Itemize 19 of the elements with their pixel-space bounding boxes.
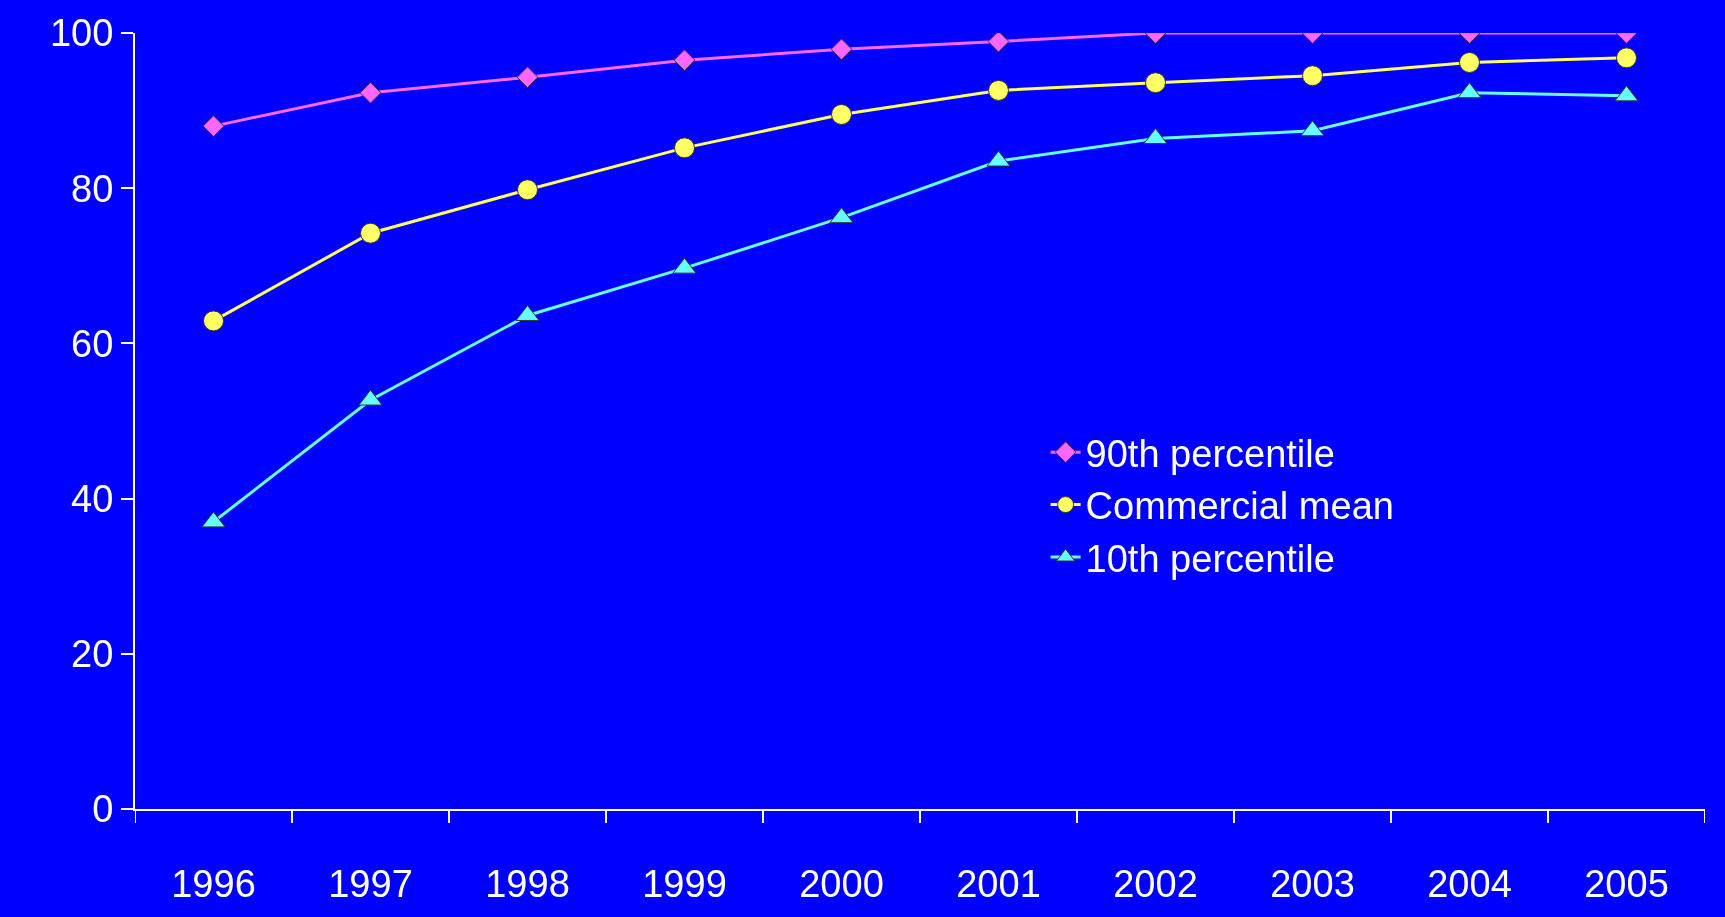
x-tick-label: 1997 <box>328 862 413 905</box>
x-tick-label: 2003 <box>1270 862 1355 905</box>
x-tick-label: 2001 <box>956 862 1041 905</box>
legend-label: 10th percentile <box>1085 537 1335 580</box>
y-tick-label: 40 <box>71 477 114 520</box>
x-tick-label: 2004 <box>1427 862 1512 905</box>
legend-label: Commercial mean <box>1085 485 1394 528</box>
y-tick-label: 20 <box>71 633 114 676</box>
x-tick-label: 2000 <box>799 862 884 905</box>
y-tick-label: 0 <box>92 788 114 831</box>
x-tick-label: 1998 <box>485 862 570 905</box>
legend-label: 90th percentile <box>1085 433 1335 476</box>
x-tick-label: 2002 <box>1113 862 1198 905</box>
x-tick-label: 2005 <box>1584 862 1669 905</box>
x-tick-label: 1999 <box>642 862 727 905</box>
y-tick-label: 80 <box>71 167 114 210</box>
y-tick-label: 100 <box>49 12 114 55</box>
y-tick-label: 60 <box>71 322 114 365</box>
x-tick-label: 1996 <box>171 862 256 905</box>
